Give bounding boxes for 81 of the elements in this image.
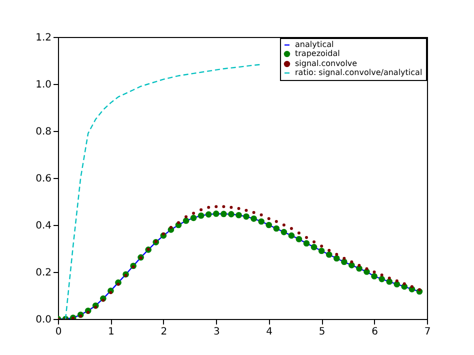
point — [243, 213, 250, 220]
point — [205, 211, 212, 218]
x-tick-label: 6 — [372, 326, 378, 338]
point — [304, 236, 308, 239]
point — [124, 274, 128, 278]
point — [312, 240, 316, 244]
x-tick-label: 7 — [424, 326, 431, 338]
x-tick-label: 3 — [213, 326, 220, 338]
point — [342, 256, 346, 260]
point — [182, 218, 190, 224]
point — [184, 215, 188, 218]
point — [273, 225, 280, 232]
point — [290, 227, 293, 230]
legend-label: signal.convolve — [295, 59, 358, 68]
point — [296, 236, 302, 242]
y-tick-label: 0.4 — [36, 220, 52, 232]
point — [358, 264, 361, 267]
y-tick-label: 1.0 — [36, 80, 52, 90]
point — [378, 276, 385, 282]
point — [297, 231, 300, 234]
point — [214, 205, 218, 208]
legend-label: ratio: signal.convolve/analytical — [295, 68, 422, 77]
point — [280, 228, 288, 236]
y-tick-label: 0.6 — [36, 174, 52, 184]
point — [328, 248, 331, 252]
point — [318, 248, 325, 254]
point — [350, 260, 354, 264]
point — [333, 255, 340, 262]
y-tick-label: 0.8 — [36, 126, 52, 138]
point — [274, 220, 278, 223]
point — [230, 206, 233, 209]
point — [228, 211, 234, 218]
point — [410, 285, 414, 288]
point — [335, 252, 338, 256]
point — [394, 281, 400, 288]
point — [198, 212, 204, 219]
point — [341, 258, 348, 266]
point — [169, 226, 172, 229]
legend-label: trapezoidal — [295, 49, 340, 58]
point — [200, 208, 203, 212]
x-tick-label: 1 — [108, 326, 114, 338]
y-tick-label: 1.2 — [36, 32, 52, 44]
point — [282, 224, 286, 226]
point — [109, 291, 112, 294]
point — [252, 211, 256, 214]
point — [244, 208, 248, 212]
point — [250, 216, 257, 222]
y-tick-label: 0.2 — [36, 268, 52, 278]
point — [132, 265, 135, 268]
point — [192, 212, 196, 215]
point — [371, 273, 378, 280]
point — [222, 205, 226, 208]
point — [326, 251, 332, 258]
x-tick-label: 4 — [266, 326, 273, 338]
point — [303, 240, 310, 246]
point — [207, 206, 210, 209]
point — [190, 214, 197, 222]
legend-label: analytical — [295, 40, 334, 49]
point — [388, 276, 391, 280]
point — [372, 270, 376, 274]
point — [177, 221, 180, 224]
point — [310, 244, 318, 250]
point — [402, 282, 406, 286]
point — [380, 274, 384, 277]
point — [365, 267, 368, 270]
x-tick-label: 2 — [160, 326, 168, 338]
point — [266, 222, 272, 228]
point — [258, 218, 264, 225]
x-tick-label: 0 — [55, 326, 62, 338]
point — [395, 279, 398, 282]
point — [386, 278, 393, 285]
point — [288, 232, 295, 239]
point — [260, 213, 263, 216]
point — [212, 210, 220, 217]
y-tick-label: 0.0 — [36, 314, 52, 326]
point — [267, 217, 270, 220]
point — [320, 244, 324, 248]
point — [237, 207, 240, 210]
point — [220, 210, 227, 218]
x-tick-label: 5 — [318, 326, 326, 338]
point — [236, 212, 242, 218]
